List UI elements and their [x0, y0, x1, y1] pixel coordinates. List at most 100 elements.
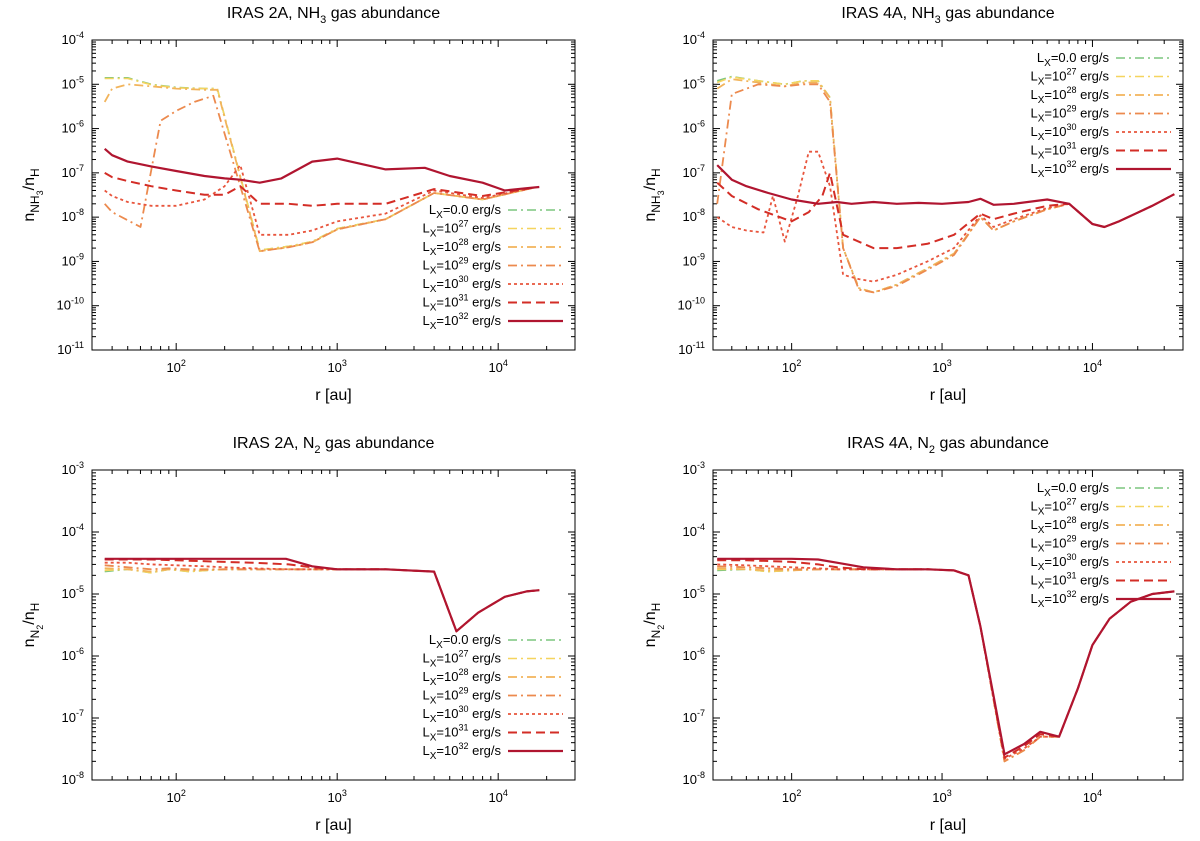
panel-iras2a-nh3: 10-11 10-10 10-9 10-8 10-7 10-6 10-5 10-4 102 103… — [21, 5, 576, 404]
legend-label: LX=1031 erg/s — [423, 723, 502, 744]
x-tick-label: 104 — [1083, 358, 1102, 375]
series-lines — [717, 557, 1175, 763]
legend-label: LX=1028 erg/s — [1031, 515, 1110, 536]
x-axis-label: r [au] — [930, 817, 966, 834]
y-tick-label: 10-7 — [62, 163, 84, 180]
y-tick-label: 10-10 — [57, 296, 84, 313]
series-line-6 — [104, 557, 540, 633]
legend-label: LX=1029 erg/s — [423, 256, 502, 277]
y-tick-label: 10-8 — [683, 770, 705, 787]
series-lines — [104, 557, 540, 633]
legend-label: LX=1030 erg/s — [423, 274, 502, 295]
y-tick-label: 10-7 — [683, 163, 705, 180]
y-tick-label: 10-5 — [62, 74, 84, 91]
series-lines — [716, 75, 1175, 294]
legend-label: LX=1029 erg/s — [1031, 534, 1110, 555]
series-line-6 — [103, 147, 540, 192]
y-tick-label: 10-6 — [62, 646, 84, 663]
chart-title: IRAS 4A, N2 gas abundance — [847, 435, 1049, 456]
y-tick-label: 10-5 — [683, 74, 705, 91]
plot-frame — [91, 469, 576, 781]
y-tick-label: 10-5 — [62, 584, 84, 601]
legend: LX=0.0 erg/sLX=1027 erg/sLX=1028 erg/sLX… — [1031, 480, 1171, 610]
series-line-6 — [716, 164, 1175, 229]
x-axis-label: r [au] — [315, 817, 351, 834]
y-tick-label: 10-6 — [683, 646, 705, 663]
y-tick-label: 10-7 — [683, 708, 705, 725]
y-tick-label: 10-11 — [57, 340, 84, 357]
panel-iras2a-n2: 10-8 10-7 10-6 10-5 10-4 10-3 102 103 104 IRAS 2A… — [21, 435, 576, 834]
plot-frame — [91, 39, 576, 351]
plot-frame — [712, 39, 1184, 351]
legend-label: LX=1030 erg/s — [423, 704, 502, 725]
series-line-2 — [716, 78, 1175, 294]
y-tick-label: 10-10 — [678, 296, 705, 313]
x-tick-label: 104 — [488, 788, 507, 805]
legend-label: LX=1027 erg/s — [1031, 497, 1110, 518]
legend-label: LX=1030 erg/s — [1031, 552, 1110, 573]
x-tick-label: 104 — [488, 358, 507, 375]
series-lines — [103, 77, 540, 253]
y-tick-label: 10-3 — [683, 460, 705, 477]
legend-label: LX=0.0 erg/s — [429, 202, 502, 221]
y-tick-label: 10-3 — [62, 460, 84, 477]
y-tick-label: 10-4 — [683, 522, 705, 539]
legend-label: LX=1029 erg/s — [423, 686, 502, 707]
legend-label: LX=1032 erg/s — [1031, 159, 1110, 180]
y-axis-label: nN2/nH — [21, 603, 45, 648]
chart-title: IRAS 2A, N2 gas abundance — [233, 435, 435, 456]
x-axis-label: r [au] — [315, 387, 351, 404]
x-axis-label: r [au] — [930, 387, 966, 404]
y-tick-label: 10-4 — [62, 30, 84, 47]
series-line-5 — [104, 558, 540, 633]
y-tick-label: 10-11 — [678, 340, 705, 357]
x-tick-label: 103 — [327, 358, 346, 375]
y-axis-label: nN2/nH — [642, 603, 666, 648]
legend-label: LX=1032 erg/s — [423, 741, 502, 762]
legend-label: LX=1027 erg/s — [1031, 67, 1110, 88]
chart-title: IRAS 4A, NH3 gas abundance — [841, 5, 1054, 26]
y-tick-label: 10-4 — [683, 30, 705, 47]
legend: LX=0.0 erg/sLX=1027 erg/sLX=1028 erg/sLX… — [1031, 50, 1171, 180]
y-tick-label: 10-4 — [62, 522, 84, 539]
series-line-6 — [717, 557, 1175, 756]
legend-label: LX=1029 erg/s — [1031, 104, 1110, 125]
x-tick-label: 103 — [327, 788, 346, 805]
y-tick-label: 10-6 — [683, 119, 705, 136]
x-tick-label: 102 — [166, 788, 185, 805]
legend-label: LX=1032 erg/s — [423, 311, 502, 332]
legend-label: LX=0.0 erg/s — [1037, 50, 1110, 69]
x-tick-label: 103 — [932, 358, 951, 375]
series-line-5 — [104, 172, 536, 207]
y-tick-label: 10-8 — [62, 770, 84, 787]
legend-label: LX=1027 erg/s — [423, 649, 502, 670]
legend-label: LX=1027 erg/s — [423, 219, 502, 240]
legend: LX=0.0 erg/sLX=1027 erg/sLX=1028 erg/sLX… — [423, 632, 563, 762]
x-tick-label: 102 — [166, 358, 185, 375]
y-tick-label: 10-6 — [62, 119, 84, 136]
legend-label: LX=1032 erg/s — [1031, 589, 1110, 610]
x-tick-label: 103 — [932, 788, 951, 805]
legend: LX=0.0 erg/sLX=1027 erg/sLX=1028 erg/sLX… — [423, 202, 563, 332]
series-line-4 — [104, 164, 536, 236]
legend-label: LX=1031 erg/s — [1031, 141, 1110, 162]
y-tick-label: 10-9 — [683, 251, 705, 268]
y-tick-label: 10-8 — [62, 207, 84, 224]
panel-iras4a-n2: 10-8 10-7 10-6 10-5 10-4 10-3 102 103 104 IRAS 4A… — [642, 435, 1184, 834]
series-line-4 — [104, 561, 540, 633]
legend-label: LX=1031 erg/s — [423, 293, 502, 314]
panel-iras4a-nh3: 10-11 10-10 10-9 10-8 10-7 10-6 10-5 10-4 102 103… — [642, 5, 1184, 404]
chart-title: IRAS 2A, NH3 gas abundance — [227, 5, 440, 26]
series-line-3 — [104, 564, 540, 633]
series-line-2 — [104, 567, 540, 633]
y-axis-label: nNH3/nH — [642, 168, 666, 221]
series-line-2 — [103, 83, 536, 253]
legend-label: LX=1031 erg/s — [1031, 571, 1110, 592]
legend-label: LX=1028 erg/s — [423, 667, 502, 688]
x-tick-label: 102 — [782, 788, 801, 805]
x-tick-label: 102 — [782, 358, 801, 375]
legend-label: LX=1028 erg/s — [1031, 85, 1110, 106]
series-line-0 — [104, 568, 540, 633]
series-line-5 — [717, 559, 1175, 759]
